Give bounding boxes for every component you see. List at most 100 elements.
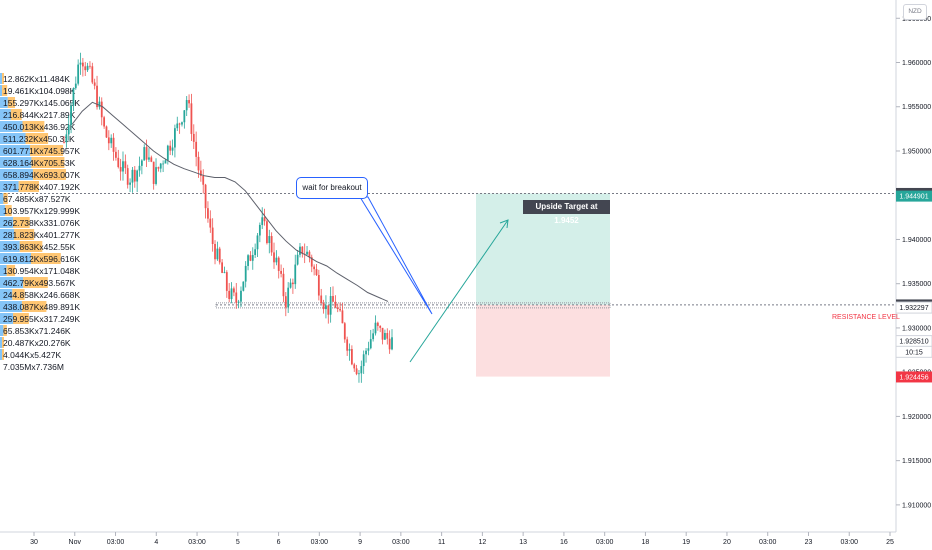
volume-profile-up-bar xyxy=(0,301,22,312)
candle-body xyxy=(181,122,183,125)
volume-profile-label: 438.087Kx489.891K xyxy=(3,302,80,312)
candle-body xyxy=(138,165,141,171)
candle-body xyxy=(270,236,273,253)
candle-body xyxy=(258,224,261,236)
candle-body xyxy=(275,257,278,263)
volume-profile-label: 658.894Kx693.007K xyxy=(3,170,80,180)
upside-target-label: Upside Target at 1.9452 xyxy=(523,200,610,225)
candle-body xyxy=(148,157,150,160)
candle-body xyxy=(122,161,124,172)
volume-profile-up-bar xyxy=(0,337,2,348)
candle-body xyxy=(155,167,157,184)
volume-profile-up-bar xyxy=(0,193,4,204)
candle-body xyxy=(178,123,181,125)
volume-profile-up-bar xyxy=(0,121,23,132)
candle-body xyxy=(299,246,301,255)
time-tick-label: 03:00 xyxy=(311,539,329,546)
candle-body xyxy=(287,287,290,308)
candle-body xyxy=(291,282,294,285)
volume-profile-up-bar xyxy=(0,265,7,276)
time-tick-label: 19 xyxy=(682,539,690,546)
candle-body xyxy=(294,264,297,285)
volume-profile-up-bar xyxy=(0,277,24,288)
candle-body xyxy=(261,217,264,225)
time-tick-label: 11 xyxy=(438,539,445,546)
candle-body xyxy=(379,325,382,328)
currency-badge[interactable]: NZD xyxy=(903,4,927,20)
candle-body xyxy=(343,323,346,340)
candle-body xyxy=(211,227,214,244)
volume-profile-down-bar xyxy=(30,145,64,156)
volume-profile-label: 130.954Kx171.048K xyxy=(3,266,80,276)
candle-body xyxy=(84,66,87,71)
candle-body xyxy=(195,141,198,157)
candle-body xyxy=(336,307,339,309)
volume-profile-up-bar xyxy=(0,85,2,96)
candle-body xyxy=(67,124,70,135)
volume-profile-down-bar xyxy=(32,169,66,180)
resistance-zone xyxy=(215,302,611,309)
volume-profile-up-bar xyxy=(0,97,8,108)
candle-body xyxy=(263,217,266,222)
candle-body xyxy=(124,161,127,169)
time-tick-label: 30 xyxy=(30,539,38,546)
time-tick-label: 6 xyxy=(277,539,281,546)
resistance-level-label: RESISTANCE LEVEL xyxy=(832,314,900,321)
candle-body xyxy=(192,133,195,142)
volume-profile-label: 628.164Kx705.53K xyxy=(3,158,76,168)
volume-profile-label: 12.862Kx11.484K xyxy=(3,74,70,84)
candle-body xyxy=(327,305,330,315)
price-tick-label: 1.915000 xyxy=(902,458,931,465)
volume-profile-label: 7.035Mx7.736M xyxy=(3,362,64,372)
price-badge-label: 1.944901 xyxy=(899,194,928,201)
candle-body xyxy=(169,145,172,151)
candle-body xyxy=(315,269,318,276)
candle-body xyxy=(374,322,377,334)
candle-body xyxy=(174,128,176,148)
candle-body xyxy=(117,157,120,168)
candle-body xyxy=(355,368,358,375)
price-badge xyxy=(896,190,932,202)
volume-profile-up-bar xyxy=(0,349,2,360)
price-tick-label: 1.955000 xyxy=(902,104,931,111)
volume-profile-up-bar xyxy=(0,145,31,156)
candle-body xyxy=(96,85,98,108)
candle-body xyxy=(103,117,106,127)
volume-profile-label: 155.297Kx145.065K xyxy=(3,98,80,108)
volume-profile-label: 259.955Kx317.249K xyxy=(3,314,80,324)
volume-profile-down-bar xyxy=(21,301,47,312)
candle-body xyxy=(289,282,292,288)
volume-profile-label: 262.738Kx331.076K xyxy=(3,218,80,228)
candle-body xyxy=(237,301,240,303)
candle-body xyxy=(339,308,341,311)
candle-body xyxy=(322,303,325,310)
volume-profile-down-bar xyxy=(6,265,16,276)
candle-body xyxy=(157,167,160,169)
volume-profile-down-bar xyxy=(18,181,39,192)
candle-body xyxy=(249,255,252,261)
time-tick-label: 03:00 xyxy=(188,539,206,546)
volume-profile-down-bar xyxy=(19,241,43,252)
candle-body xyxy=(358,373,360,375)
volume-profile-down-bar xyxy=(13,217,30,228)
volume-profile-up-bar xyxy=(0,229,15,240)
candle-body xyxy=(296,254,299,265)
price-badge-label: 1.932297 xyxy=(899,305,928,312)
callout-wait-for-breakout: wait for breakout xyxy=(296,177,368,199)
volume-profile-label: 103.957Kx129.999K xyxy=(3,206,80,216)
candle-body xyxy=(126,168,129,185)
candle-body xyxy=(244,265,247,282)
candle-body xyxy=(77,64,80,84)
volume-profile-down-bar xyxy=(12,313,29,324)
volume-profile-label: 619.812Kx596.616K xyxy=(3,254,80,264)
volume-profile-label: 393.863Kx452.55K xyxy=(3,242,76,252)
candle-body xyxy=(91,66,94,83)
volume-profile-up-bar xyxy=(0,181,19,192)
volume-profile-label: 601.771Kx745.957K xyxy=(3,146,80,156)
volume-profile-up-bar xyxy=(0,205,6,216)
volume-profile-down-bar xyxy=(2,85,8,96)
price-tick-label: 1.940000 xyxy=(902,237,931,244)
candle-body xyxy=(105,126,108,138)
candle-body xyxy=(325,305,327,310)
